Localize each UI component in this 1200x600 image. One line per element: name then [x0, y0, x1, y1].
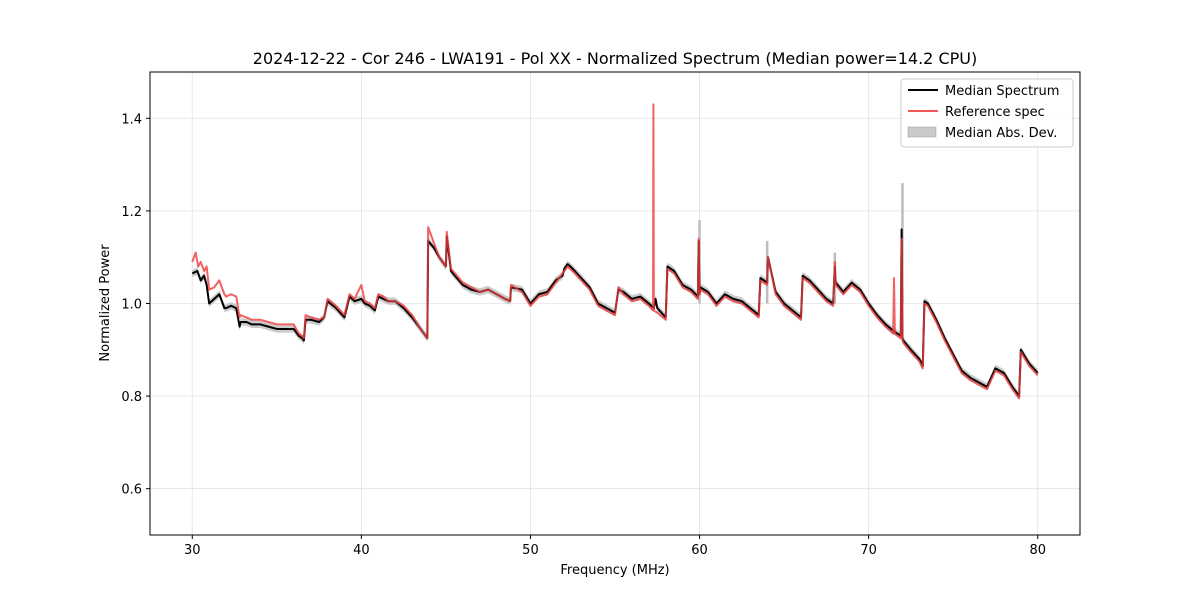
legend-reference-label: Reference spec: [945, 105, 1045, 120]
y-tick-label: 1.2: [121, 205, 142, 220]
legend-frame: [900, 78, 1074, 148]
x-tick-label: 60: [691, 543, 708, 558]
x-tick-label: 30: [184, 543, 201, 558]
y-tick-label: 1.0: [121, 298, 142, 313]
y-axis-ticks: 0.6 0.8 1.0 1.2 1.4: [121, 112, 150, 498]
legend-mad-label: Median Abs. Dev.: [945, 126, 1057, 141]
median-spectrum-line: [191, 228, 1039, 398]
chart-title: 2024-12-22 - Cor 246 - LWA191 - Pol XX -…: [253, 49, 977, 68]
x-tick-label: 80: [1029, 543, 1046, 558]
x-tick-label: 70: [860, 543, 877, 558]
legend-mad-swatch: [907, 126, 937, 138]
x-tick-label: 50: [522, 543, 539, 558]
y-tick-label: 0.8: [121, 390, 142, 405]
series-lines: [191, 103, 1039, 400]
x-tick-label: 40: [353, 543, 370, 558]
x-axis-label: Frequency (MHz): [560, 563, 669, 578]
y-axis-label: Normalized Power: [98, 244, 113, 362]
legend: Median Spectrum Reference spec Median Ab…: [900, 78, 1074, 148]
reference-spec-line: [191, 103, 1039, 400]
y-tick-label: 0.6: [121, 483, 142, 498]
y-tick-label: 1.4: [121, 112, 142, 127]
legend-median-label: Median Spectrum: [945, 84, 1059, 99]
x-axis-ticks: 30 40 50 60 70 80: [184, 535, 1046, 558]
